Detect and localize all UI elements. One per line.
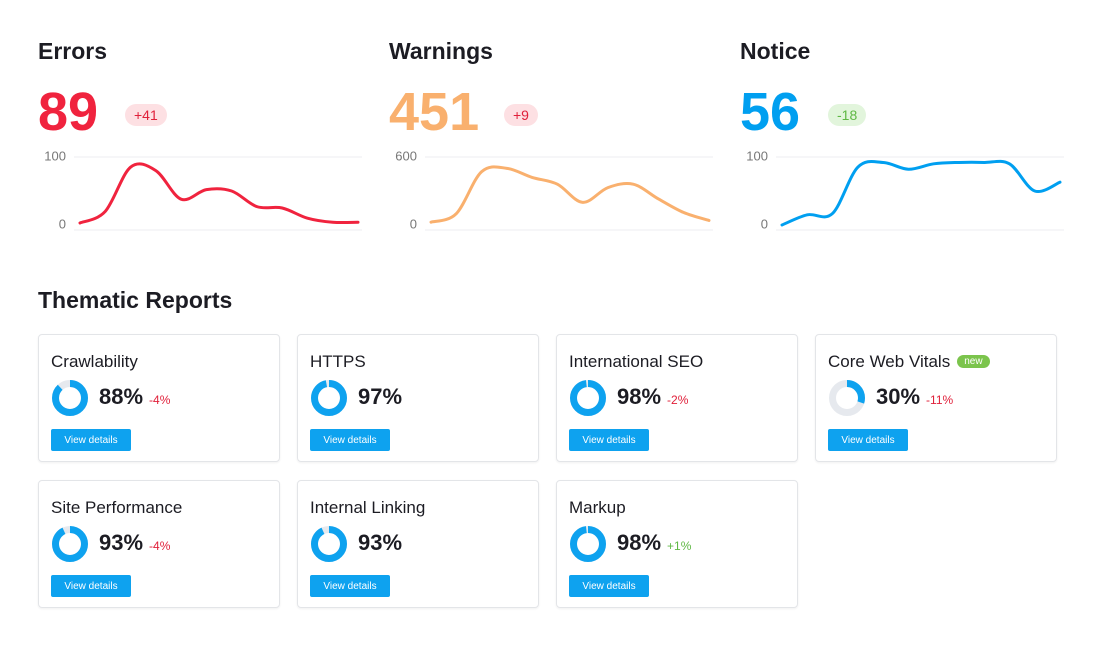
percent-delta: -4% bbox=[149, 393, 171, 407]
donut-value bbox=[52, 526, 88, 562]
report-card: Crawlability 88% -4% View details bbox=[38, 334, 280, 462]
report-card: HTTPS 97% View details bbox=[297, 334, 539, 462]
sparklines: 0 100 0 600 0 100 bbox=[44, 148, 1064, 231]
card-name: Crawlability bbox=[51, 352, 138, 371]
card-name: Markup bbox=[569, 498, 626, 517]
y-tick-label: 100 bbox=[44, 148, 66, 163]
donut-value bbox=[311, 380, 347, 416]
percent: 88% bbox=[99, 384, 144, 409]
card-name: Core Web Vitals bbox=[828, 352, 951, 371]
y-tick-label: 0 bbox=[761, 216, 768, 231]
card-value: 30% -11% bbox=[876, 384, 953, 410]
percent: 98% bbox=[617, 384, 662, 409]
report-card: Internal Linking 93% View details bbox=[297, 480, 539, 608]
donut-value bbox=[829, 380, 865, 416]
card-title: Site Performance bbox=[51, 498, 182, 518]
percent: 93% bbox=[99, 530, 144, 555]
report-card: Markup 98% +1% View details bbox=[556, 480, 798, 608]
sparkline bbox=[429, 165, 711, 224]
metric-delta: -18 bbox=[828, 104, 867, 126]
view-details-button[interactable]: View details bbox=[569, 575, 649, 597]
percent: 97% bbox=[358, 384, 403, 409]
view-details-button[interactable]: View details bbox=[310, 429, 390, 451]
card-value: 93% bbox=[358, 530, 402, 556]
card-name: Site Performance bbox=[51, 498, 183, 517]
card-value: 97% bbox=[358, 384, 402, 410]
y-tick-label: 0 bbox=[410, 216, 417, 231]
card-name: International SEO bbox=[569, 352, 704, 371]
donut-value bbox=[570, 526, 606, 562]
donut bbox=[570, 526, 606, 562]
view-details-button[interactable]: View details bbox=[569, 429, 649, 451]
donut bbox=[829, 380, 865, 416]
metric-title: Warnings bbox=[389, 38, 493, 64]
card-value: 98% +1% bbox=[617, 530, 691, 556]
y-tick-label: 0 bbox=[59, 216, 66, 231]
metric-delta: +41 bbox=[125, 104, 167, 126]
metric-delta: +9 bbox=[504, 104, 538, 126]
card-value: 88% -4% bbox=[99, 384, 170, 410]
donut-value bbox=[52, 380, 88, 416]
card-title: HTTPS bbox=[310, 352, 366, 372]
metric-value: 89 bbox=[38, 82, 99, 142]
metric-value: 56 bbox=[740, 82, 801, 142]
y-tick-label: 600 bbox=[395, 148, 417, 163]
donut bbox=[311, 526, 347, 562]
card-title: International SEO bbox=[569, 352, 703, 372]
card-value: 98% -2% bbox=[617, 384, 688, 410]
card-name: Internal Linking bbox=[310, 498, 426, 517]
percent-delta: -2% bbox=[667, 393, 689, 407]
percent-delta: +1% bbox=[667, 539, 692, 553]
card-title: Core Web Vitals new bbox=[828, 352, 990, 372]
donut bbox=[52, 526, 88, 562]
card-title: Internal Linking bbox=[310, 498, 425, 518]
view-details-button[interactable]: View details bbox=[310, 575, 390, 597]
percent: 30% bbox=[876, 384, 921, 409]
percent-delta: -4% bbox=[149, 539, 171, 553]
report-card: International SEO 98% -2% View details bbox=[556, 334, 798, 462]
report-card: Site Performance 93% -4% View details bbox=[38, 480, 280, 608]
card-name: HTTPS bbox=[310, 352, 366, 371]
card-value: 93% -4% bbox=[99, 530, 170, 556]
donut bbox=[311, 380, 347, 416]
card-title: Markup bbox=[569, 498, 626, 518]
percent-delta: -11% bbox=[926, 393, 954, 407]
y-tick-label: 100 bbox=[746, 148, 768, 163]
metric-value: 451 bbox=[389, 82, 480, 142]
metric-title: Errors bbox=[38, 38, 108, 64]
percent: 98% bbox=[617, 530, 662, 555]
new-badge: new bbox=[957, 355, 990, 368]
donut bbox=[570, 380, 606, 416]
donut bbox=[52, 380, 88, 416]
sparkline bbox=[78, 162, 360, 225]
donut-value bbox=[570, 380, 606, 416]
card-title: Crawlability bbox=[51, 352, 138, 372]
percent: 93% bbox=[358, 530, 403, 555]
view-details-button[interactable]: View details bbox=[828, 429, 908, 451]
view-details-button[interactable]: View details bbox=[51, 575, 131, 597]
section-title: Thematic Reports bbox=[38, 287, 233, 313]
sparkline bbox=[780, 159, 1062, 227]
report-card: Core Web Vitals new 30% -11% View details bbox=[815, 334, 1057, 462]
donut-value bbox=[311, 526, 347, 562]
metric-title: Notice bbox=[740, 38, 811, 64]
view-details-button[interactable]: View details bbox=[51, 429, 131, 451]
